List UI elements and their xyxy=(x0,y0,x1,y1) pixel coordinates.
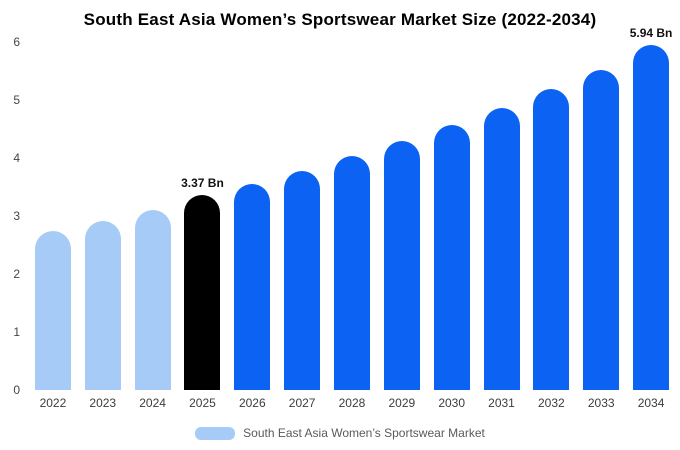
legend-label: South East Asia Women’s Sportswear Marke… xyxy=(243,426,485,440)
bar-column-2031 xyxy=(477,42,527,390)
bar-2031 xyxy=(483,107,520,390)
x-tick-label-2022: 2022 xyxy=(39,396,67,410)
plot-area: 3.37 Bn 5.94 Bn xyxy=(28,26,676,390)
x-tick-label-2023: 2023 xyxy=(89,396,117,410)
x-tick-label-2024: 2024 xyxy=(139,396,166,410)
bar-column-2028 xyxy=(327,42,377,390)
x-axis: 2022 2023 2024 2025 2026 2027 2028 2029 2030 2031… xyxy=(28,396,676,414)
legend: South East Asia Women’s Sportswear Marke… xyxy=(0,426,680,440)
y-tick-label: 5 xyxy=(13,93,20,107)
bar-column-2025: 3.37 Bn xyxy=(178,42,228,390)
bars-row: 3.37 Bn 5.94 Bn xyxy=(28,26,676,390)
bar-column-2027 xyxy=(277,42,327,390)
legend-swatch xyxy=(195,426,236,440)
y-tick-label: 3 xyxy=(13,209,20,223)
bar-2030 xyxy=(433,124,470,390)
y-tick-label: 4 xyxy=(13,151,20,165)
x-tick-label-2031: 2031 xyxy=(488,396,515,410)
bar-column-2034: 5.94 Bn xyxy=(626,26,676,390)
bar-2033 xyxy=(583,69,620,390)
bar-column-2026 xyxy=(227,42,277,390)
y-axis: 0 1 2 3 4 5 6 xyxy=(0,35,22,397)
y-tick-label: 1 xyxy=(13,325,20,339)
x-tick-label-2028: 2028 xyxy=(338,396,366,410)
x-tick-label-2025: 2025 xyxy=(189,396,216,410)
bar-2024 xyxy=(134,209,171,390)
bar-2034 xyxy=(633,45,670,390)
bar-column-2030 xyxy=(427,42,477,390)
bar-column-2024 xyxy=(128,42,178,390)
chart-title: South East Asia Women’s Sportswear Marke… xyxy=(83,10,597,29)
x-tick-label-2030: 2030 xyxy=(438,396,466,410)
bar-column-2022 xyxy=(28,42,78,390)
x-tick-label-2034: 2034 xyxy=(637,396,665,410)
bar-2026 xyxy=(234,184,271,390)
bar-column-2023 xyxy=(78,42,128,390)
bar-value-label-2025: 3.37 Bn xyxy=(181,175,224,190)
bar-2028 xyxy=(333,156,370,390)
bar-column-2029 xyxy=(377,42,427,390)
bar-2027 xyxy=(284,170,321,390)
bar-2032 xyxy=(533,88,570,390)
x-tick-label-2026: 2026 xyxy=(238,396,266,410)
bar-column-2032 xyxy=(526,42,576,390)
bar-2022 xyxy=(34,231,71,390)
x-tick-label-2032: 2032 xyxy=(538,396,565,410)
x-tick-label-2027: 2027 xyxy=(288,396,316,410)
bar-column-2033 xyxy=(576,42,626,390)
bar-2029 xyxy=(383,141,420,390)
y-tick-label: 0 xyxy=(13,383,20,397)
bar-value-label-2034: 5.94 Bn xyxy=(629,26,673,41)
bar-2025 xyxy=(184,194,221,390)
bar-2023 xyxy=(84,220,121,390)
x-tick-label-2033: 2033 xyxy=(587,396,615,410)
x-tick-label-2029: 2029 xyxy=(388,396,416,410)
y-tick-label: 6 xyxy=(13,35,20,49)
y-tick-label: 2 xyxy=(13,267,20,281)
